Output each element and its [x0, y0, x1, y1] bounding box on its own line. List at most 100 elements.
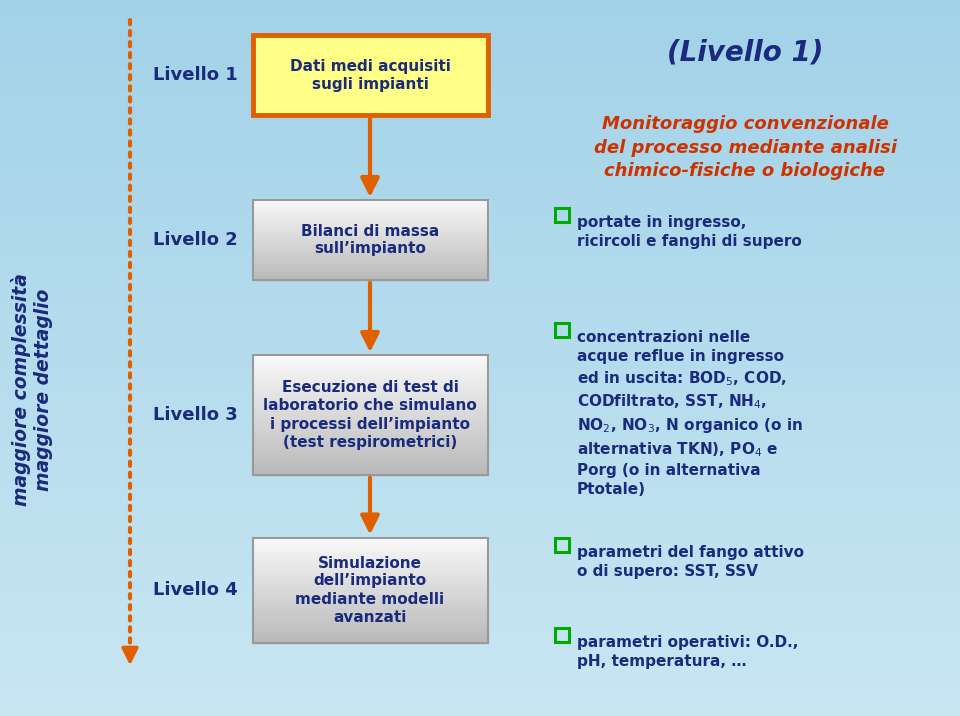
Bar: [0, 405, 960, 408]
Bar: [252, 467, 488, 471]
Bar: [0, 154, 960, 158]
Bar: [252, 211, 488, 213]
Bar: [0, 487, 960, 490]
Bar: [0, 340, 960, 344]
Bar: [0, 297, 960, 301]
Bar: [0, 175, 960, 179]
Bar: [0, 680, 960, 684]
Bar: [0, 533, 960, 537]
Bar: [0, 50, 960, 54]
Text: Simulazione
dell’impianto
mediante modelli
avanzati: Simulazione dell’impianto mediante model…: [296, 556, 444, 624]
Bar: [252, 435, 488, 439]
Bar: [0, 379, 960, 383]
Bar: [252, 566, 488, 569]
Bar: [0, 455, 960, 458]
Bar: [0, 93, 960, 97]
Bar: [0, 32, 960, 36]
Bar: [0, 57, 960, 61]
Bar: [252, 224, 488, 227]
Bar: [555, 628, 569, 642]
Bar: [0, 258, 960, 261]
Bar: [0, 161, 960, 165]
Bar: [0, 290, 960, 294]
Bar: [0, 687, 960, 691]
Bar: [252, 538, 488, 541]
Bar: [0, 616, 960, 619]
Bar: [0, 308, 960, 311]
Bar: [0, 476, 960, 480]
Bar: [0, 100, 960, 104]
Bar: [0, 594, 960, 598]
Bar: [252, 583, 488, 586]
Bar: [0, 648, 960, 652]
Bar: [0, 254, 960, 258]
Bar: [252, 266, 488, 269]
Bar: [0, 401, 960, 405]
Bar: [0, 72, 960, 75]
Bar: [252, 544, 488, 548]
Bar: [0, 14, 960, 18]
Bar: [0, 630, 960, 634]
Bar: [0, 652, 960, 655]
Text: maggiore complessità
maggiore dettaglio: maggiore complessità maggiore dettaglio: [11, 274, 53, 506]
Bar: [0, 619, 960, 623]
Text: (Livello 1): (Livello 1): [667, 38, 823, 66]
Bar: [252, 541, 488, 544]
Bar: [252, 601, 488, 604]
Bar: [0, 18, 960, 21]
Bar: [252, 399, 488, 403]
Bar: [0, 390, 960, 394]
Bar: [0, 448, 960, 451]
Bar: [0, 344, 960, 347]
Bar: [252, 586, 488, 590]
Bar: [0, 240, 960, 243]
Bar: [0, 494, 960, 498]
Bar: [252, 243, 488, 246]
Bar: [252, 355, 488, 475]
Bar: [0, 601, 960, 605]
Bar: [0, 279, 960, 283]
Bar: [0, 444, 960, 448]
Bar: [0, 612, 960, 616]
Bar: [0, 433, 960, 437]
Bar: [0, 437, 960, 440]
Bar: [0, 326, 960, 329]
Bar: [252, 471, 488, 475]
Bar: [0, 555, 960, 558]
Bar: [252, 221, 488, 224]
Bar: [0, 469, 960, 473]
Bar: [0, 505, 960, 508]
Bar: [0, 512, 960, 516]
Bar: [0, 319, 960, 322]
Bar: [0, 376, 960, 379]
Bar: [252, 261, 488, 264]
Text: Livello 4: Livello 4: [153, 581, 237, 599]
Bar: [0, 337, 960, 340]
Bar: [252, 218, 488, 221]
Bar: [252, 277, 488, 280]
Bar: [0, 329, 960, 333]
Bar: [252, 562, 488, 566]
Bar: [252, 258, 488, 261]
Bar: [252, 594, 488, 597]
Bar: [252, 272, 488, 275]
Bar: [0, 351, 960, 354]
Bar: [0, 122, 960, 125]
Bar: [252, 569, 488, 573]
Bar: [0, 261, 960, 265]
Bar: [0, 0, 960, 4]
Bar: [0, 430, 960, 433]
Bar: [0, 150, 960, 154]
Bar: [0, 165, 960, 168]
Bar: [252, 625, 488, 629]
Bar: [252, 443, 488, 447]
Bar: [252, 451, 488, 455]
Bar: [0, 39, 960, 43]
Bar: [0, 426, 960, 430]
Bar: [0, 90, 960, 93]
Bar: [0, 47, 960, 50]
Bar: [0, 11, 960, 14]
Bar: [0, 412, 960, 415]
Bar: [0, 440, 960, 444]
Bar: [555, 208, 569, 222]
